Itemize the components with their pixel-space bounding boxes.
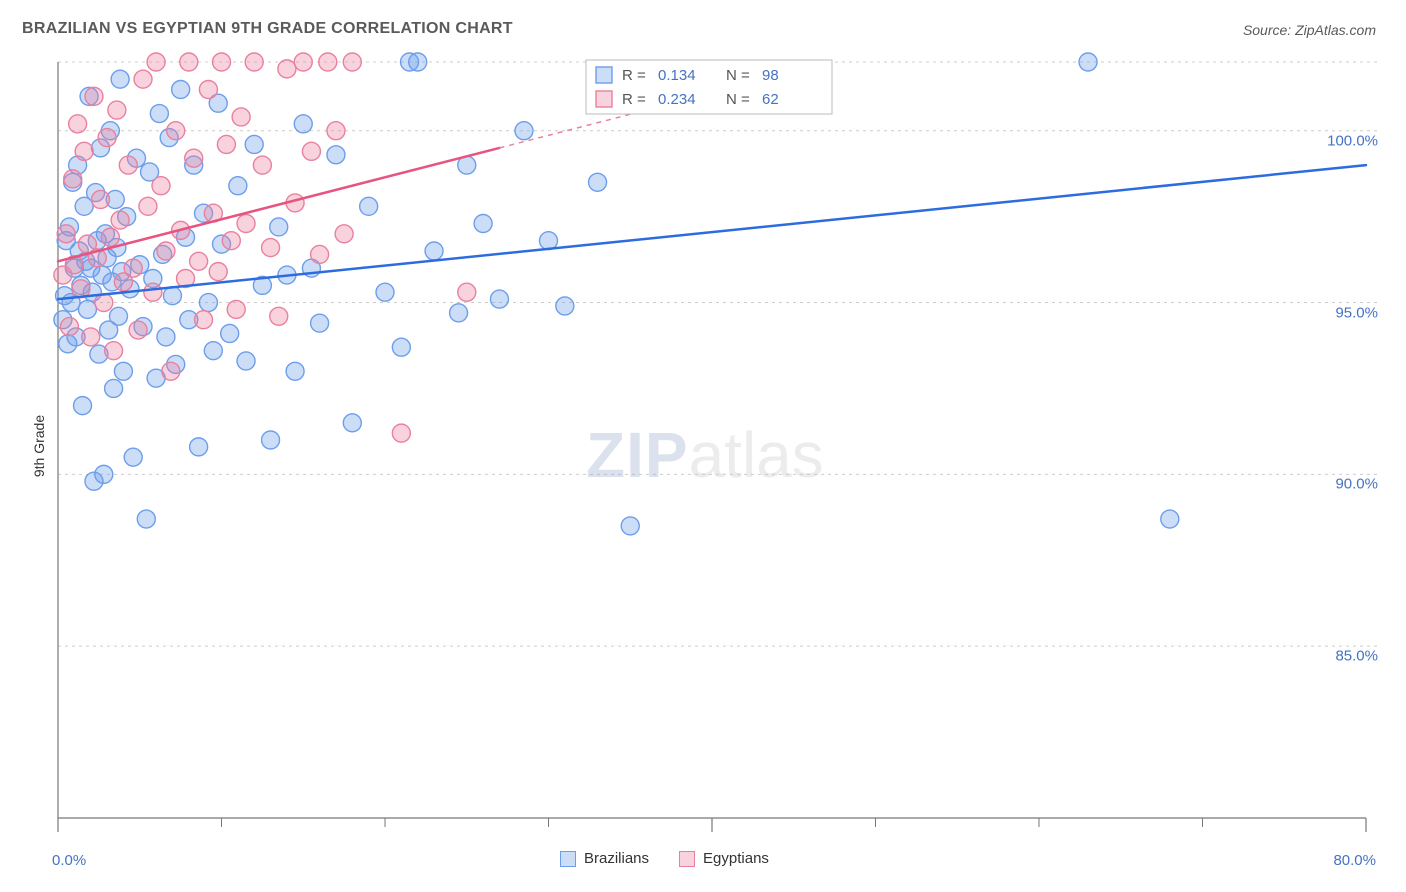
svg-text:0.134: 0.134 (658, 67, 696, 84)
legend-swatch-brazilians (560, 851, 576, 867)
legend-label-brazilians: Brazilians (584, 850, 649, 867)
svg-text:N =: N = (726, 91, 750, 108)
legend-item-brazilians: Brazilians (560, 850, 649, 867)
y-tick-label: 95.0% (1335, 304, 1388, 321)
page: BRAZILIAN VS EGYPTIAN 9TH GRADE CORRELAT… (0, 0, 1406, 892)
y-tick-label: 100.0% (1327, 132, 1388, 149)
legend-label-egyptians: Egyptians (703, 850, 769, 867)
source-label: Source: ZipAtlas.com (1243, 22, 1376, 38)
bottom-legend: Brazilians Egyptians (560, 850, 769, 867)
plot-area: R = 0.134 N = 98 R = 0.234 N = 62 85.0% 90.0% 95.… (46, 48, 1386, 836)
y-tick-label: 85.0% (1335, 648, 1388, 665)
x-tick-min: 0.0% (52, 852, 86, 869)
y-tick-label: 90.0% (1335, 476, 1388, 493)
svg-text:R =: R = (622, 91, 646, 108)
svg-text:98: 98 (762, 67, 779, 84)
scatter-plot-svg: R = 0.134 N = 98 R = 0.234 N = 62 (46, 48, 1386, 836)
chart-title: BRAZILIAN VS EGYPTIAN 9TH GRADE CORRELAT… (22, 20, 513, 38)
y-axis-label: 9th Grade (31, 415, 47, 477)
svg-text:R =: R = (622, 67, 646, 84)
x-tick-max: 80.0% (1333, 852, 1376, 869)
legend-swatch-egyptians (679, 851, 695, 867)
svg-text:0.234: 0.234 (658, 91, 696, 108)
svg-text:N =: N = (726, 67, 750, 84)
legend-item-egyptians: Egyptians (679, 850, 769, 867)
svg-text:62: 62 (762, 91, 779, 108)
